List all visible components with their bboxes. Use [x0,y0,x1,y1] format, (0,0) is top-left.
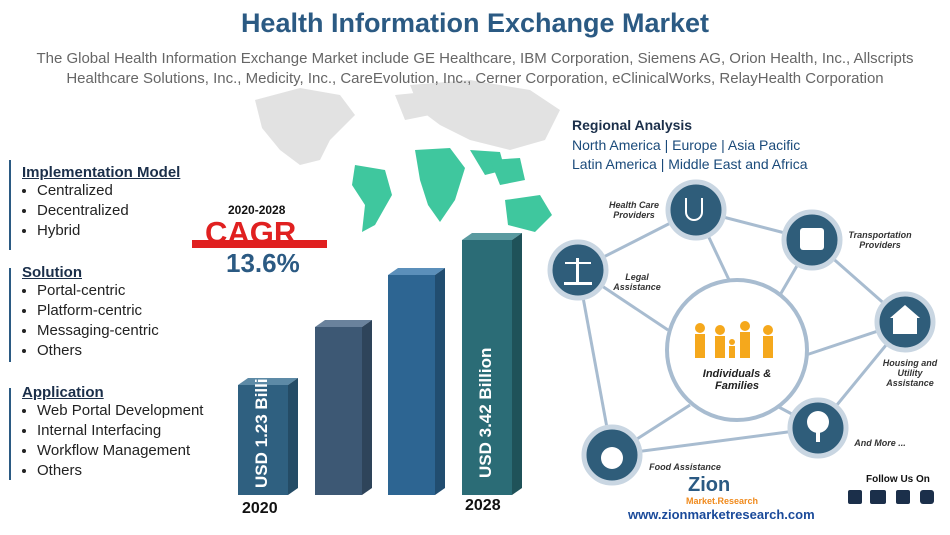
bar-label: USD 1.23 Billion [252,357,271,488]
node-icons [564,198,920,469]
node-label: Transportation Providers [848,230,912,250]
segment-title: Solution [22,264,82,281]
regional-line: Latin America | Middle East and Africa [572,156,808,172]
url[interactable]: www.zionmarketresearch.com [628,507,815,522]
bars [238,233,522,495]
center-node [665,278,809,422]
item: Others [37,461,203,481]
segment: Implementation Model CentralizedDecentra… [22,164,180,241]
node-label: And More ... [854,438,906,448]
item: Messaging-centric [37,321,159,341]
world-map [255,80,560,165]
map-regions [352,148,552,232]
node-label: Legal Assistance [613,272,661,292]
subtitle: The Global Health Information Exchange M… [36,50,914,67]
social-icons[interactable] [848,490,934,504]
center-label: Individuals & Families [702,368,772,392]
subtitle: Healthcare Solutions, Inc., Medicity, In… [66,70,884,87]
logo: Zion [688,474,731,496]
node-label: Health Care Providers [608,200,660,220]
segment-title: Implementation Model [22,164,181,181]
follow-label: Follow Us On [866,474,930,485]
node-label: Housing and Utility Assistance [882,358,938,388]
segment: Solution Portal-centricPlatform-centricM… [22,264,159,361]
cagr-value: 13.6% [226,248,300,278]
item: Hybrid [37,221,180,241]
item: Workflow Management [37,441,203,461]
title: Health Information Exchange Market [240,8,710,38]
item: Platform-centric [37,301,159,321]
regional-title: Regional Analysis [572,117,693,133]
item: Centralized [37,181,180,201]
item: Portal-centric [37,281,159,301]
family-icon [695,321,773,358]
year: 2028 [465,497,501,514]
item: Internal Interfacing [37,421,203,441]
segment: Application Web Portal DevelopmentIntern… [22,384,203,481]
cagr-label: CAGR [205,215,297,250]
segment-title: Application [22,384,104,401]
regional-line: North America | Europe | Asia Pacific [572,137,801,153]
logo-sub: Market.Research [686,496,759,506]
year: 2020 [242,500,278,517]
cagr-strip [192,240,327,248]
item: Others [37,341,159,361]
bar-label: USD 3.42 Billion [476,347,495,478]
item: Decentralized [37,201,180,221]
node-label: Food Assistance [649,462,721,472]
item: Web Portal Development [37,401,203,421]
cagr-period: 2020-2028 [228,203,286,217]
